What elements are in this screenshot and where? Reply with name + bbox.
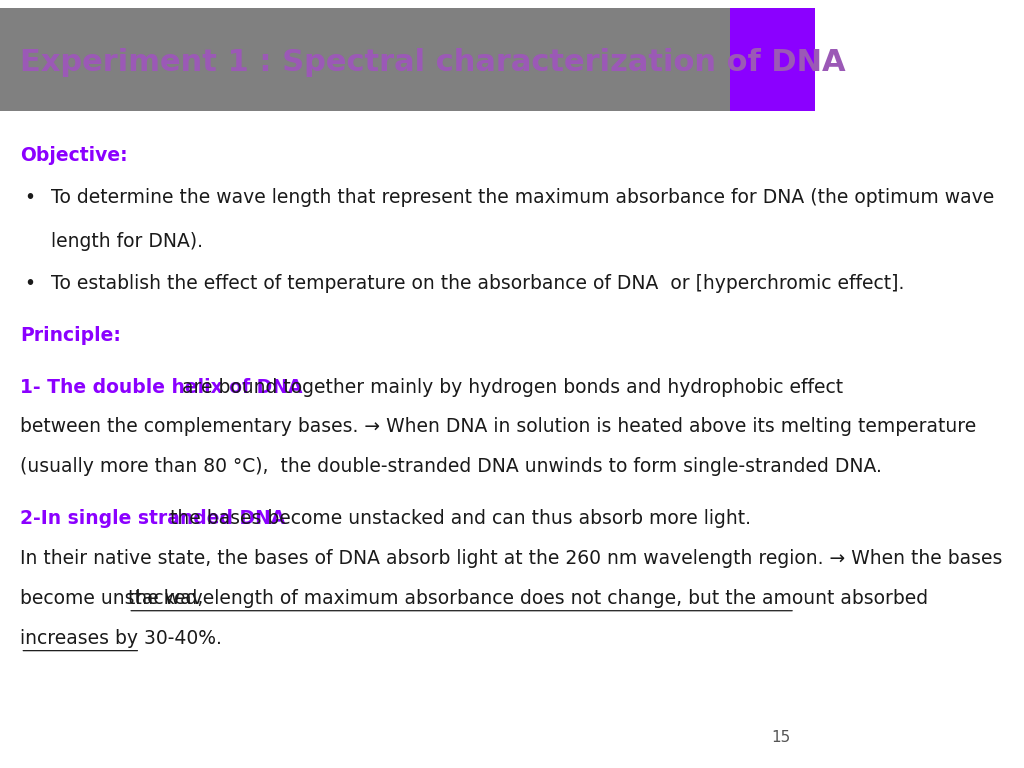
- Text: 1- The double helix of DNA: 1- The double helix of DNA: [20, 378, 303, 396]
- Text: Experiment 1 : Spectral characterization of DNA: Experiment 1 : Spectral characterization…: [20, 48, 846, 78]
- FancyBboxPatch shape: [0, 8, 730, 111]
- Text: increases by 30-40%.: increases by 30-40%.: [20, 629, 222, 648]
- Text: become unstacked,: become unstacked,: [20, 589, 210, 608]
- Text: are bound together mainly by hydrogen bonds and hydrophobic effect: are bound together mainly by hydrogen bo…: [176, 378, 844, 396]
- Text: •: •: [25, 188, 36, 207]
- Text: To establish the effect of temperature on the absorbance of DNA  or [hyperchromi: To establish the effect of temperature o…: [51, 273, 905, 293]
- Text: To determine the wave length that represent the maximum absorbance for DNA (the : To determine the wave length that repres…: [51, 188, 994, 207]
- Text: 2-In single stranded DNA: 2-In single stranded DNA: [20, 509, 286, 528]
- Text: In their native state, the bases of DNA absorb light at the 260 nm wavelength re: In their native state, the bases of DNA …: [20, 549, 1002, 568]
- Text: Objective:: Objective:: [20, 146, 128, 165]
- Text: the bases become unstacked and can thus absorb more light.: the bases become unstacked and can thus …: [164, 509, 752, 528]
- Text: •: •: [25, 273, 36, 293]
- Text: (usually more than 80 °C),  the double-stranded DNA unwinds to form single-stran: (usually more than 80 °C), the double-st…: [20, 458, 883, 476]
- Text: between the complementary bases. → When DNA in solution is heated above its melt: between the complementary bases. → When …: [20, 418, 977, 436]
- Text: Principle:: Principle:: [20, 326, 121, 345]
- Text: length for DNA).: length for DNA).: [51, 232, 204, 251]
- Text: 15: 15: [772, 730, 791, 745]
- Text: the wavelength of maximum absorbance does not change, but the amount absorbed: the wavelength of maximum absorbance doe…: [128, 589, 929, 608]
- FancyBboxPatch shape: [730, 8, 815, 111]
